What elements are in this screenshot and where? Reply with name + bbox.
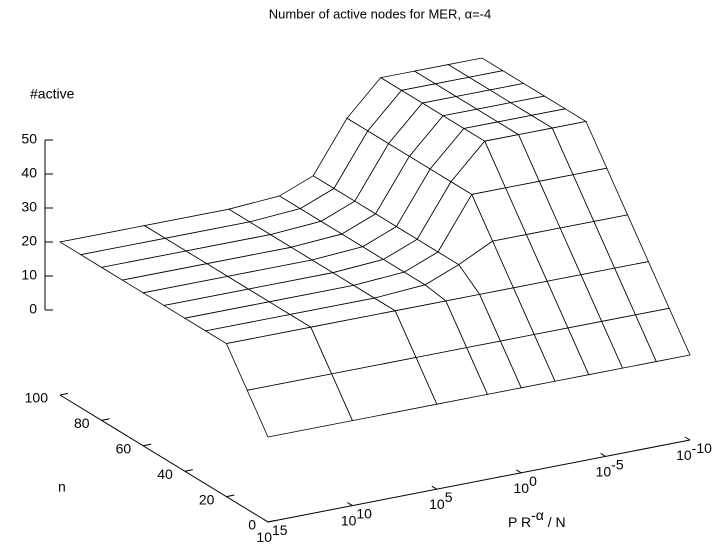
x-tick xyxy=(600,452,606,457)
x-tick xyxy=(347,502,353,507)
y-axis xyxy=(59,394,269,523)
y-axis-label: n xyxy=(58,479,66,495)
y-tick-label: 20 xyxy=(199,491,215,507)
x-tick-exponent: 15 xyxy=(272,522,288,538)
x-label-base: P R xyxy=(508,514,531,530)
y-tick xyxy=(184,469,193,472)
z-tick-label: 30 xyxy=(21,199,37,215)
x-tick-exponent: 0 xyxy=(529,473,537,489)
y-tick-label: 0 xyxy=(248,517,256,533)
x-axis-label: P R-α / N xyxy=(508,507,566,530)
x-tick-label: 100 xyxy=(514,473,538,496)
x-tick-exponent: -5 xyxy=(611,456,624,472)
x-tick-exponent: 5 xyxy=(445,489,453,505)
x-tick-base: 10 xyxy=(596,463,612,479)
z-tick-label: 50 xyxy=(21,131,37,147)
z-tick-label: 0 xyxy=(29,301,37,317)
y-tick-label: 100 xyxy=(25,390,49,406)
x-tick-label: 1010 xyxy=(341,505,372,528)
x-tick-label: 1015 xyxy=(256,522,287,544)
surface-cell xyxy=(246,373,353,438)
x-label-rest: / N xyxy=(544,514,566,530)
x-tick-base: 10 xyxy=(429,496,445,512)
y-tick xyxy=(226,494,235,498)
z-tick-label: 10 xyxy=(21,267,37,283)
y-tick-label: 40 xyxy=(157,466,173,482)
y-tick xyxy=(59,392,69,396)
x-tick-label: 10-5 xyxy=(596,456,624,479)
x-tick-exponent: -10 xyxy=(692,440,712,456)
x-tick-base: 10 xyxy=(514,480,530,496)
x-tick xyxy=(262,518,269,523)
x-tick-exponent: 10 xyxy=(356,505,372,521)
x-tick xyxy=(684,436,691,441)
x-tick-label: 10-10 xyxy=(676,440,712,463)
y-tick xyxy=(101,418,110,421)
x-tick xyxy=(515,469,522,474)
chart-title: Number of active nodes for MER, α=-4 xyxy=(269,6,491,21)
z-tick-label: 40 xyxy=(21,165,37,181)
x-tick xyxy=(431,485,438,490)
x-tick-base: 10 xyxy=(341,512,357,528)
z-tick-label: 20 xyxy=(21,233,37,249)
y-tick-label: 80 xyxy=(74,415,90,431)
y-tick xyxy=(267,519,277,523)
x-tick-base: 10 xyxy=(676,447,692,463)
x-tick-label: 105 xyxy=(429,489,453,512)
x-axis xyxy=(267,439,691,523)
y-tick-label: 60 xyxy=(116,441,132,457)
y-tick xyxy=(143,443,152,447)
x-label-sup: -α xyxy=(531,507,544,523)
x-tick-base: 10 xyxy=(256,529,272,544)
z-axis-label: #active xyxy=(30,86,75,102)
